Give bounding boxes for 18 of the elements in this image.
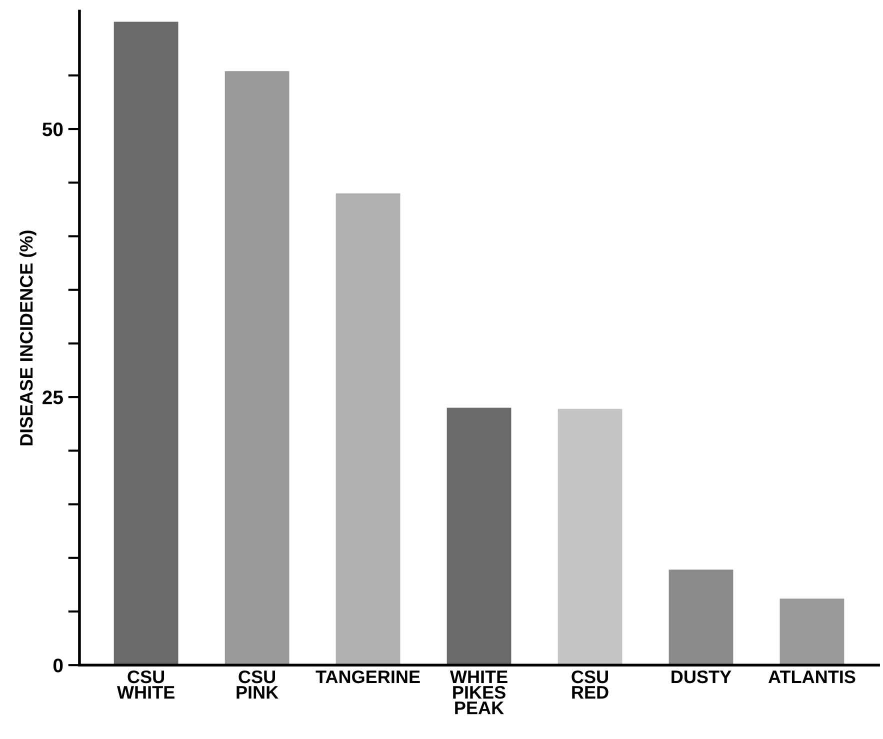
- bar: [446, 408, 512, 666]
- x-tick-label: ATLANTIS: [768, 670, 856, 684]
- y-tick-label: 50: [42, 122, 63, 136]
- y-tick-label: 25: [42, 390, 63, 404]
- x-tick-label: DUSTY: [672, 670, 732, 684]
- y-axis-title: DISEASE INCIDENCE (%): [19, 230, 36, 446]
- bar: [558, 408, 622, 666]
- bar: [668, 570, 734, 666]
- x-tick-label: CSU WHITE: [116, 670, 174, 699]
- bar: [114, 22, 178, 666]
- x-tick-label: TANGERINE: [316, 670, 420, 684]
- bar: [780, 598, 844, 666]
- bar: [336, 193, 400, 666]
- x-tick-label: CSU PINK: [236, 670, 278, 699]
- y-tick-label: 0: [53, 658, 63, 672]
- x-tick-label: WHITE PIKES PEAK: [450, 670, 508, 714]
- x-tick-label: CSU RED: [572, 670, 608, 699]
- bar: [224, 71, 290, 666]
